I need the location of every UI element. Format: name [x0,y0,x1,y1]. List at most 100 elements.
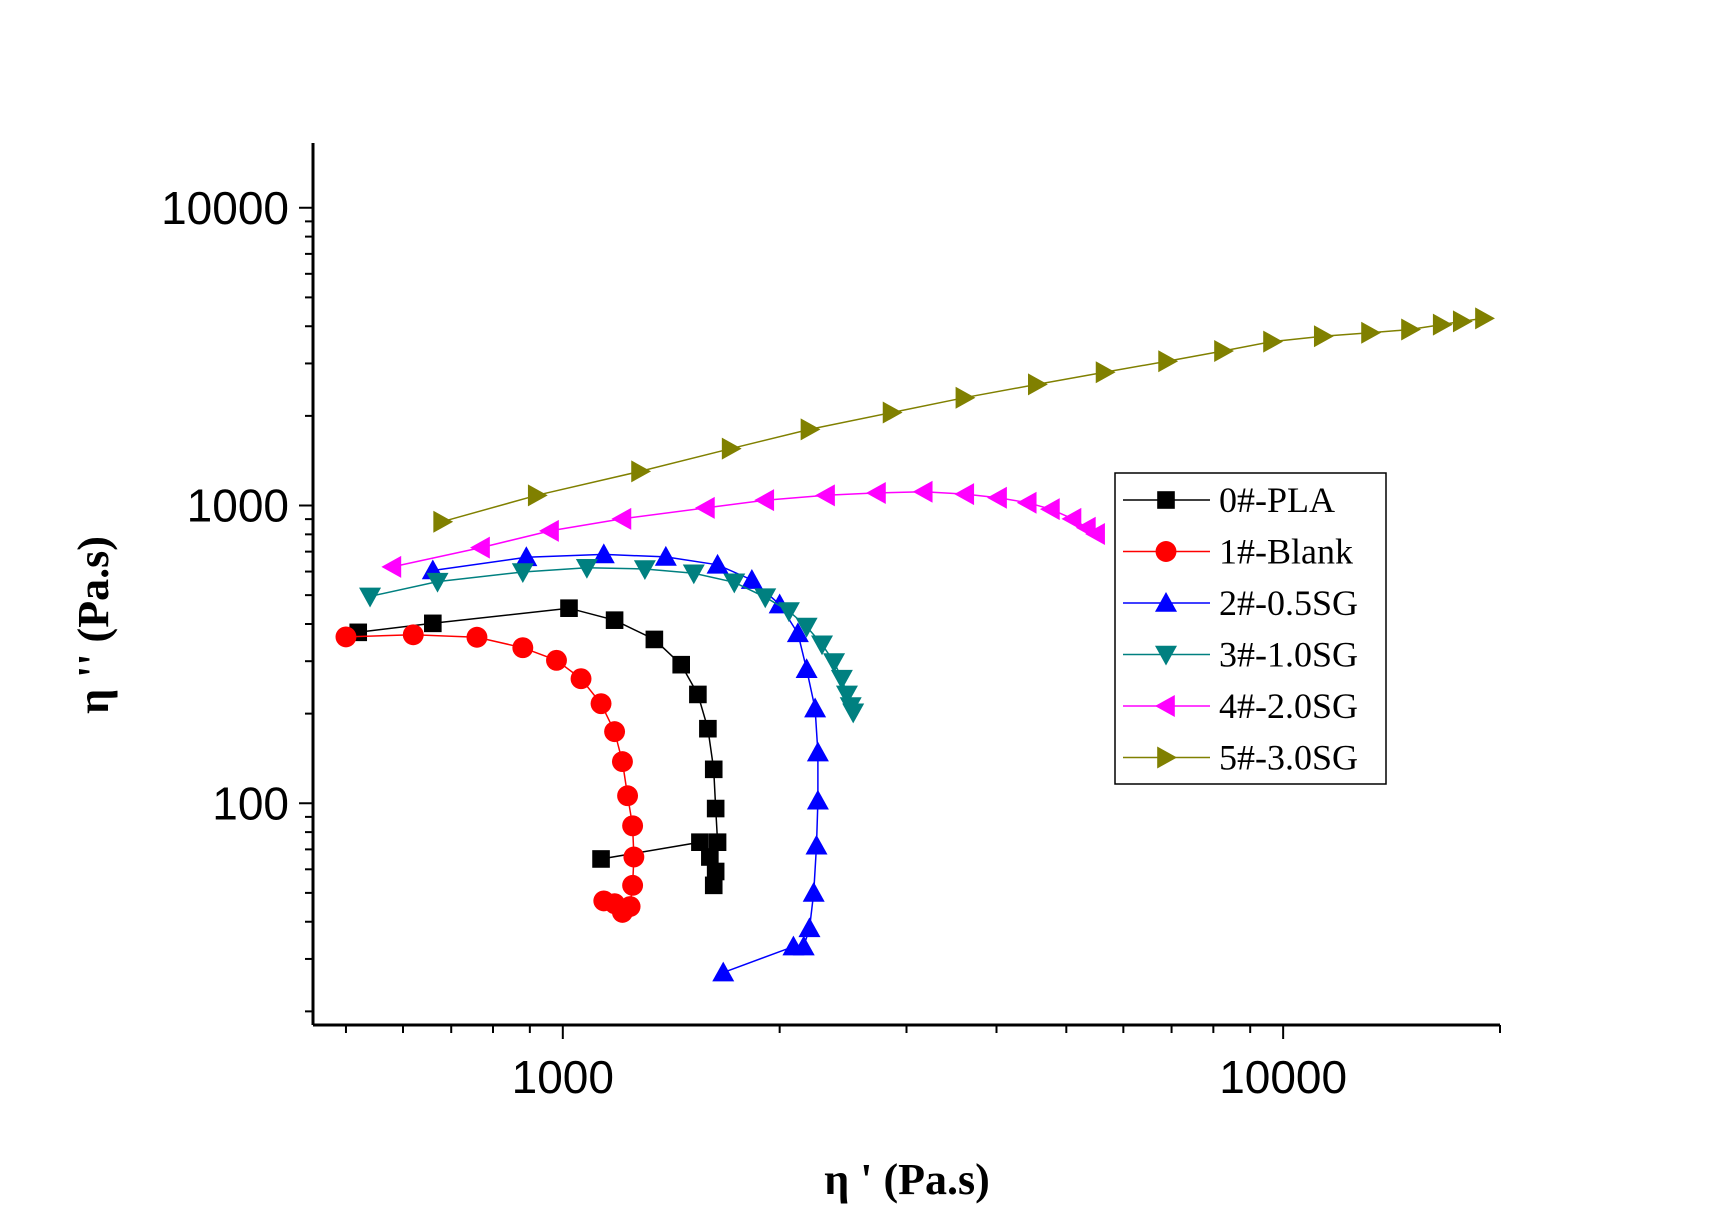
data-point [955,386,976,409]
data-point [605,611,624,629]
y-tick-label: 100 [212,777,289,829]
legend-marker [1157,746,1177,769]
data-point [882,401,903,424]
data-point [804,697,827,718]
y-axis-title: η '' (Pa.s) [69,536,118,714]
legend-entry: 5#-3.0SG [1123,738,1358,778]
y-tick-label: 10000 [161,182,289,234]
legend-entry: 2#-0.5SG [1123,583,1358,623]
x-tick-label: 10000 [1219,1051,1347,1103]
series-4 [381,480,1105,578]
x-tick-label: 1000 [512,1051,614,1103]
data-point [706,799,725,818]
legend-label: 5#-3.0SG [1219,738,1358,778]
legend-entry: 3#-1.0SG [1123,635,1358,675]
data-point [1028,373,1048,396]
data-point [691,833,709,851]
data-point [777,602,800,623]
series-layer [335,307,1495,982]
data-point [511,563,534,583]
data-point [512,637,534,659]
data-point [672,655,690,674]
legend-entry: 1#-Blank [1123,532,1353,572]
data-point [631,460,652,483]
series-3 [359,558,865,724]
axes: 1000 10000 100 1000 10000 [161,143,1501,1103]
data-point [424,614,442,633]
data-point [800,418,821,441]
data-point [830,669,853,690]
data-point [865,481,886,504]
data-point [1061,507,1082,530]
data-point [701,848,719,866]
data-point [470,536,490,559]
data-point [704,760,723,779]
data-point [806,741,829,762]
data-point [1313,325,1334,348]
data-point [1361,321,1382,344]
series-2 [421,543,829,982]
data-point [433,510,454,533]
data-point [611,751,633,773]
data-point [617,785,639,807]
y-tick-label: 1000 [187,480,289,532]
data-point [622,815,644,837]
data-point [987,486,1007,509]
data-point [1432,313,1453,336]
data-point [712,961,735,982]
data-point [740,569,763,589]
legend-label: 3#-1.0SG [1219,635,1358,675]
legend-label: 2#-0.5SG [1219,583,1358,623]
data-point [402,624,424,646]
data-point [560,599,578,617]
data-point [515,546,538,567]
data-point [798,917,821,938]
data-point [811,635,834,656]
data-point [706,553,729,574]
data-point [835,685,858,706]
data-point [723,573,746,594]
data-point [795,617,818,638]
data-point [592,543,615,564]
data-point [954,483,975,506]
data-point [1263,330,1284,353]
data-point [645,630,664,649]
data-point [1095,361,1116,384]
data-point [706,862,725,881]
data-point [842,703,865,724]
data-point [782,935,805,956]
data-point [802,881,825,902]
legend-label: 0#-PLA [1219,480,1335,520]
data-point [754,588,777,609]
legend-label: 4#-2.0SG [1219,686,1358,726]
data-point [704,876,723,895]
legend-marker [1157,491,1175,509]
legend-entry: 0#-PLA [1123,480,1335,520]
series-0 [349,599,727,895]
data-point [721,437,742,460]
data-point [623,846,645,868]
data-point [335,626,357,648]
data-point [1452,310,1473,333]
data-point [823,653,846,674]
data-point [1016,491,1037,514]
data-point [805,834,828,855]
data-point [912,480,933,503]
data-point [592,850,610,868]
data-point [590,693,612,715]
data-point [570,668,592,690]
data-point [1401,318,1422,341]
data-point [1475,307,1495,330]
data-point [604,721,626,743]
data-point [539,519,559,542]
series-line [392,491,1097,568]
data-point [546,649,567,671]
legend-marker [1155,695,1175,717]
series-5 [433,307,1495,533]
data-point [654,545,677,566]
legend: 0#-PLA 1#-Blank 2#-0.5SG 3#-1.0SG 4#-2.0SG 5#… [1114,472,1387,785]
data-point [633,560,656,581]
data-point [786,622,809,643]
data-point [575,558,598,579]
